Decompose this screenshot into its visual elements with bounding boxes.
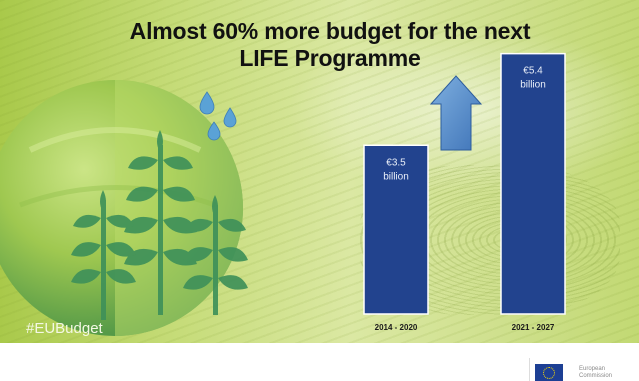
- title-line-1: Almost 60% more budget for the next: [129, 18, 531, 44]
- water-drop-icon: [199, 91, 237, 141]
- up-arrow-icon: [429, 75, 483, 151]
- chart-title: Almost 60% more budget for the next LIFE…: [80, 18, 580, 72]
- x-tick-label-2: 2021 - 2027: [512, 323, 555, 332]
- budget-banner: €3.5 billion 2014 - 2020 €5.4 billion 2021 - …: [0, 0, 639, 343]
- hashtag-label: #EUBudget: [26, 320, 103, 337]
- bar-series: €3.5 billion 2014 - 2020 €5.4 billion 2021 - …: [363, 52, 566, 332]
- bar-1: [363, 144, 429, 315]
- commission-logo-text: European Commission: [579, 366, 613, 379]
- bar-2-label-line-2: billion: [520, 80, 546, 91]
- bar-1-label-line-1: €3.5: [386, 157, 406, 168]
- plant-globe-icon: [0, 80, 248, 336]
- bar-2-label-line-1: €5.4: [523, 66, 543, 77]
- bar-1-label-line-2: billion: [383, 171, 409, 182]
- eu-flag-icon: [535, 364, 563, 381]
- bar-2: [500, 52, 566, 315]
- x-tick-label-1: 2014 - 2020: [375, 323, 418, 332]
- banner-artwork: €3.5 billion 2014 - 2020 €5.4 billion 2021 - …: [0, 52, 566, 336]
- title-line-2: LIFE Programme: [239, 45, 421, 71]
